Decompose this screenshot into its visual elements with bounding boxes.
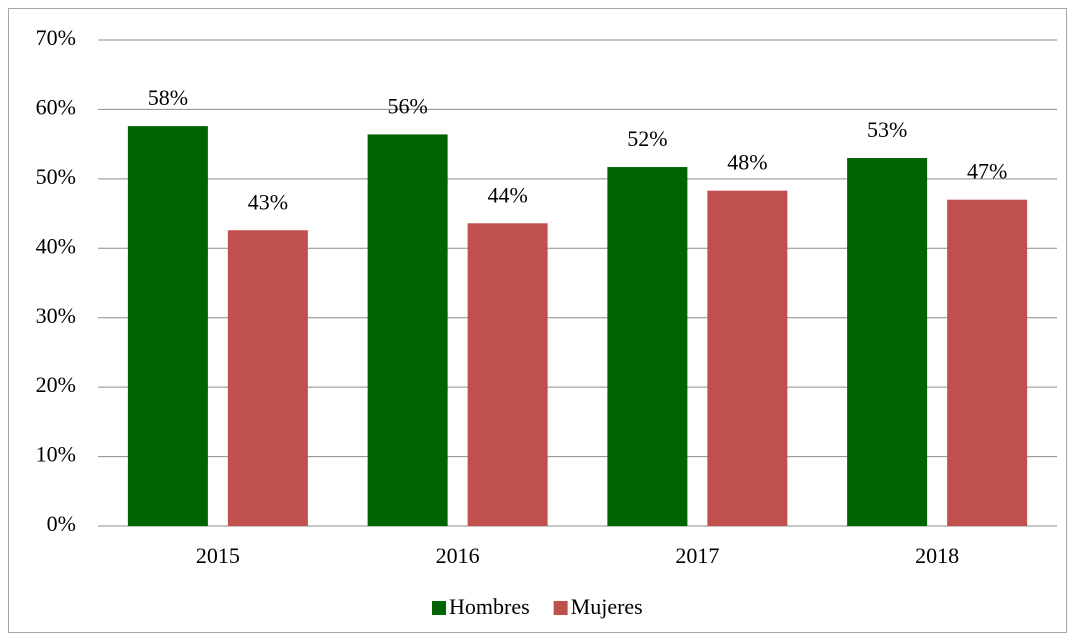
y-tick-label: 10% (36, 442, 76, 467)
value-label: 44% (487, 182, 527, 207)
legend-label: Hombres (449, 594, 530, 619)
legend-label: Mujeres (571, 594, 643, 619)
value-label: 56% (387, 93, 427, 118)
y-tick-label: 20% (36, 372, 76, 397)
value-label: 52% (627, 126, 667, 151)
y-tick-label: 30% (36, 303, 76, 328)
value-label: 43% (248, 189, 288, 214)
bar (607, 167, 688, 526)
value-label: 48% (727, 150, 767, 175)
x-tick-label: 2017 (675, 543, 719, 568)
x-tick-label: 2015 (196, 543, 240, 568)
bar (707, 190, 788, 526)
x-tick-label: 2016 (436, 543, 480, 568)
y-tick-label: 50% (36, 164, 76, 189)
legend-swatch (432, 601, 446, 615)
bar (847, 158, 928, 526)
bar (127, 126, 208, 526)
value-label: 53% (867, 117, 907, 142)
value-label: 47% (967, 159, 1007, 184)
bar (947, 199, 1028, 526)
y-tick-label: 0% (47, 511, 76, 536)
value-label: 58% (148, 85, 188, 110)
y-tick-label: 40% (36, 233, 76, 258)
bar (467, 223, 548, 526)
bar (367, 134, 448, 526)
bar (227, 230, 308, 526)
y-tick-label: 70% (36, 25, 76, 50)
x-tick-label: 2018 (915, 543, 959, 568)
y-tick-label: 60% (36, 94, 76, 119)
legend-swatch (553, 601, 568, 615)
